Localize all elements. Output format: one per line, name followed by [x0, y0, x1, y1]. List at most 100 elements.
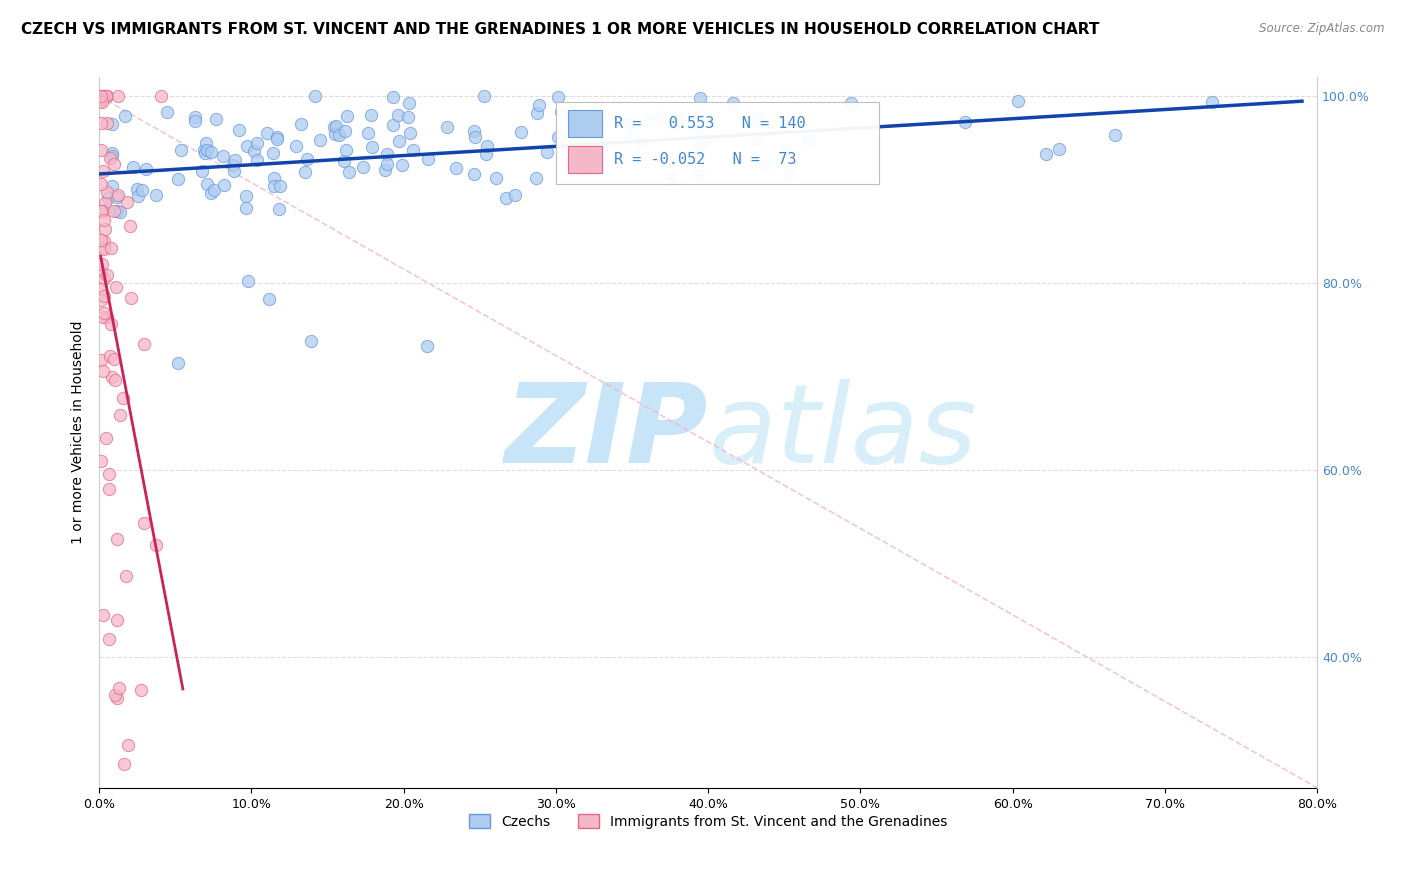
Point — [93, 89, 115, 103]
Point — [259, 293, 281, 307]
Point — [94, 221, 117, 235]
Point — [132, 336, 155, 351]
Point — [224, 153, 246, 167]
Point — [387, 135, 409, 149]
Point — [94, 430, 117, 444]
Point — [235, 189, 257, 203]
Text: CZECH VS IMMIGRANTS FROM ST. VINCENT AND THE GRENADINES 1 OR MORE VEHICLES IN HO: CZECH VS IMMIGRANTS FROM ST. VINCENT AND… — [21, 22, 1099, 37]
Point — [131, 183, 153, 197]
Point — [620, 129, 643, 144]
Point — [335, 143, 357, 157]
Point — [953, 114, 976, 128]
Point — [93, 195, 115, 210]
Point — [134, 516, 156, 530]
Point — [91, 310, 114, 324]
Point — [266, 131, 288, 145]
Point — [228, 122, 250, 136]
Point — [100, 318, 122, 332]
Point — [269, 179, 291, 194]
Point — [101, 178, 124, 193]
Text: R =   0.553   N = 140: R = 0.553 N = 140 — [614, 116, 806, 131]
Point — [416, 152, 439, 166]
Point — [93, 203, 115, 218]
Point — [120, 219, 142, 233]
Point — [108, 205, 131, 219]
Point — [166, 356, 188, 370]
Point — [103, 157, 125, 171]
Point — [145, 538, 167, 552]
Point — [415, 339, 437, 353]
Point — [94, 89, 117, 103]
Point — [90, 95, 112, 109]
Point — [90, 257, 112, 271]
Y-axis label: 1 or more Vehicles in Household: 1 or more Vehicles in Household — [72, 321, 86, 544]
Point — [399, 126, 422, 140]
Point — [108, 408, 131, 422]
Point — [294, 165, 316, 179]
Point — [115, 569, 138, 583]
Point — [105, 691, 128, 706]
Bar — [568, 110, 602, 137]
Point — [564, 109, 586, 123]
Point — [591, 138, 613, 153]
Point — [396, 110, 419, 124]
Point — [243, 144, 266, 158]
Point — [773, 144, 796, 158]
Point — [112, 756, 135, 771]
Point — [1201, 95, 1223, 110]
Point — [235, 201, 257, 215]
Point — [202, 183, 225, 197]
Point — [382, 118, 405, 132]
Point — [90, 203, 112, 218]
Point — [194, 146, 217, 161]
Point — [104, 688, 127, 702]
Point — [323, 120, 346, 135]
Point — [589, 148, 612, 162]
Point — [335, 124, 357, 138]
Text: R = -0.052   N =  73: R = -0.052 N = 73 — [614, 152, 797, 167]
Point — [510, 125, 533, 139]
Point — [685, 120, 707, 135]
Point — [170, 143, 193, 157]
Point — [184, 110, 207, 124]
Point — [382, 90, 405, 104]
Point — [357, 126, 380, 140]
Point — [100, 145, 122, 160]
Point — [246, 153, 269, 168]
Point — [97, 467, 120, 482]
Text: Source: ZipAtlas.com: Source: ZipAtlas.com — [1260, 22, 1385, 36]
Point — [463, 124, 485, 138]
Point — [391, 158, 413, 172]
Point — [446, 161, 468, 175]
Point — [135, 162, 157, 177]
Point — [97, 482, 120, 496]
Point — [96, 310, 118, 324]
Point — [630, 136, 652, 150]
Point — [93, 213, 115, 227]
Point — [377, 157, 399, 171]
Point — [1104, 128, 1126, 143]
Point — [193, 144, 215, 158]
Point — [398, 96, 420, 111]
Point — [90, 89, 112, 103]
Text: atlas: atlas — [709, 379, 977, 486]
Point — [197, 177, 219, 191]
Point — [93, 235, 115, 249]
Point — [290, 117, 312, 131]
Point — [90, 293, 112, 308]
Point — [661, 171, 683, 186]
Point — [93, 243, 115, 257]
Point — [246, 136, 269, 150]
Point — [93, 306, 115, 320]
Point — [581, 161, 603, 176]
Point — [184, 113, 207, 128]
Point — [100, 241, 122, 255]
Point — [337, 165, 360, 179]
Point — [212, 178, 235, 193]
Point — [90, 265, 112, 279]
Point — [1047, 142, 1070, 156]
Point — [617, 116, 640, 130]
Point — [91, 163, 114, 178]
Point — [839, 96, 862, 111]
Point — [333, 154, 356, 169]
